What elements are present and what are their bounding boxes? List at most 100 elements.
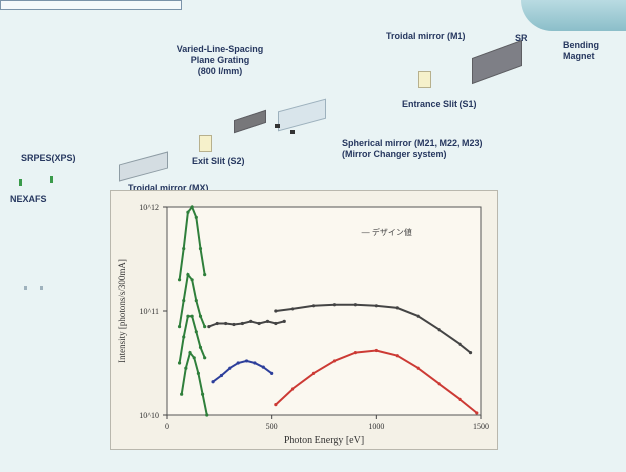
series-point-3-3: [192, 356, 196, 360]
series-point-2-6: [203, 356, 207, 360]
series-point-2-2: [186, 314, 190, 318]
label-bending: Bending Magnet: [563, 40, 599, 61]
label-srpes: SRPES(XPS): [21, 153, 76, 163]
label-spherical: Spherical mirror (M21, M22, M23) (Mirror…: [342, 138, 483, 159]
series-point-2-1: [182, 335, 186, 339]
series-point-1-5: [198, 314, 203, 318]
series-point-1-0: [177, 325, 182, 329]
series-point-7-1: [291, 387, 295, 391]
series-line-4: [208, 320, 285, 328]
x-tick-label: 500: [266, 422, 278, 431]
vls-grating-shape: [278, 98, 326, 132]
series-point-6-4: [244, 359, 249, 363]
series-point-6-3: [236, 361, 240, 365]
series-point-1-1: [182, 299, 186, 303]
grating-dot-2: [290, 130, 295, 134]
series-point-4-2: [224, 321, 228, 326]
x-tick-label: 0: [165, 422, 169, 431]
x-tick-label: 1500: [473, 422, 489, 431]
series-point-1-6: [203, 325, 207, 329]
entrance-slit-icon: [418, 71, 431, 88]
toroidal-mirror-mx-shape: [119, 151, 168, 182]
series-point-3-1: [184, 366, 188, 370]
label-nexafs: NEXAFS: [10, 194, 47, 204]
label-toroidal-mx: Troidal mirror (MX): [128, 183, 209, 193]
label-toroidal-m1: Troidal mirror (M1): [386, 31, 466, 41]
series-point-0-5: [198, 247, 203, 251]
series-point-6-0: [211, 380, 215, 384]
legend-text: — デザイン値: [362, 227, 412, 237]
series-point-5-0: [274, 309, 278, 313]
series-point-1-4: [194, 299, 198, 303]
plot-area: [166, 206, 482, 416]
series-point-1-2: [186, 273, 190, 277]
series-point-7-4: [353, 351, 357, 355]
x-tick-label: 1000: [368, 422, 384, 431]
series-point-5-3: [332, 303, 337, 307]
series-point-2-4: [194, 330, 198, 334]
series-point-3-2: [188, 351, 192, 355]
series-point-7-9: [458, 397, 462, 401]
series-point-0-2: [186, 210, 190, 214]
series-point-7-8: [437, 382, 441, 386]
series-point-7-5: [374, 348, 378, 353]
series-point-4-6: [257, 321, 261, 326]
srpes-marker: [50, 176, 53, 183]
series-point-2-5: [198, 345, 203, 349]
series-point-0-4: [194, 215, 198, 219]
header-box: [0, 0, 182, 10]
series-point-7-10: [475, 411, 479, 415]
series-point-7-0: [274, 403, 278, 407]
series-point-4-7: [265, 319, 270, 323]
series-point-4-0: [207, 325, 211, 329]
series-point-4-8: [274, 321, 278, 326]
series-point-2-0: [177, 361, 182, 365]
series-point-6-1: [219, 373, 224, 378]
spherical-mirror-shape: [234, 109, 266, 134]
series-point-4-3: [232, 322, 236, 327]
label-exit-slit: Exit Slit (S2): [192, 156, 245, 166]
chart-svg: 10^10 10^11 10^12 0 500 1000 1500 — デザイン値 Photon…: [117, 203, 489, 446]
series-point-5-6: [395, 306, 399, 310]
series-point-3-6: [205, 413, 209, 417]
series-point-6-6: [261, 365, 265, 369]
series-point-7-7: [416, 366, 420, 370]
series-point-6-5: [253, 361, 257, 365]
series-point-5-5: [374, 304, 378, 308]
y-tick-label: 10^10: [139, 411, 159, 420]
series-point-0-1: [182, 247, 186, 251]
label-vls: Varied-Line-Spacing Plane Grating (800 l…: [176, 44, 264, 76]
series-point-0-3: [190, 205, 194, 209]
series-point-5-2: [311, 304, 316, 308]
series-point-5-10: [468, 351, 473, 355]
series-point-7-3: [332, 359, 337, 363]
series-point-4-5: [249, 319, 253, 323]
series-point-5-7: [416, 314, 420, 318]
exit-slit-icon: [199, 135, 212, 152]
toroidal-mirror-m1-shape: [472, 39, 522, 85]
series-point-5-8: [437, 328, 441, 332]
label-entrance-slit: Entrance Slit (S1): [402, 99, 477, 109]
series-point-5-1: [291, 307, 295, 311]
y-tick-label: 10^11: [140, 307, 159, 316]
series-point-3-4: [196, 371, 200, 375]
series-point-3-5: [200, 392, 205, 396]
side-marker-1: [24, 286, 27, 290]
series-point-7-2: [311, 371, 316, 375]
series-point-4-4: [240, 321, 244, 326]
series-point-6-7: [270, 371, 274, 375]
series-point-4-9: [282, 319, 286, 323]
side-marker-2: [40, 286, 43, 290]
y-axis-label: Intensity [photons/s/300mA]: [117, 259, 127, 363]
series-point-0-6: [203, 273, 207, 277]
series-point-2-3: [190, 314, 194, 318]
series-point-7-6: [395, 354, 399, 358]
bending-magnet-shape: [521, 0, 626, 31]
series-point-5-4: [353, 303, 357, 307]
series-point-4-1: [215, 321, 219, 326]
y-tick-label: 10^12: [139, 203, 159, 212]
series-point-6-2: [228, 366, 232, 370]
x-axis-label: Photon Energy [eV]: [284, 435, 364, 446]
series-point-1-3: [190, 278, 194, 282]
